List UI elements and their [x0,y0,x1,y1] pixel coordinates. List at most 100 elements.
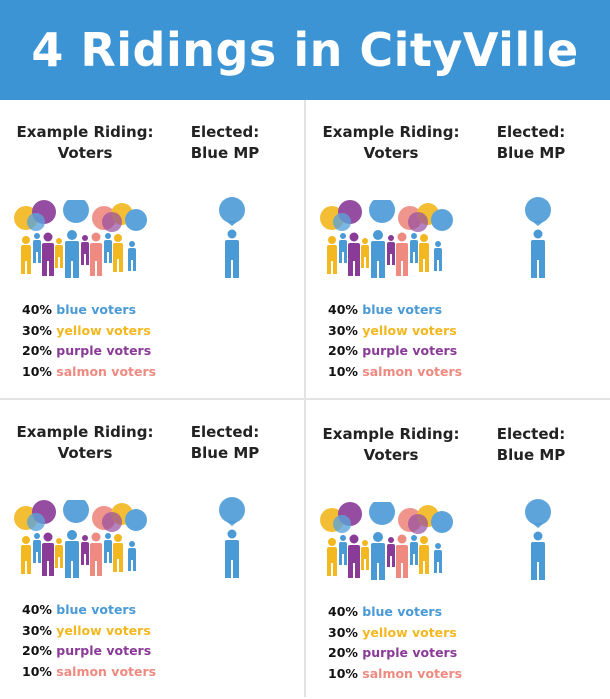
riding-panel: Example Riding: Voters Elected: Blue MP [306,402,606,699]
blue-speech-bubble-icon [333,213,351,231]
voter-crowd-illustration [320,200,453,278]
breakdown-label: salmon voters [56,663,157,679]
breakdown-percent: 10% [328,665,358,681]
breakdown-label: purple voters [362,645,458,661]
people-icons [327,230,442,278]
breakdown-percent: 40% [328,302,358,317]
breakdown-percent: 20% [328,645,358,661]
blue-speech-bubble-icon [63,500,89,523]
riding-heading-line1: Example Riding: [16,123,154,141]
breakdown-label: purple voters [56,643,152,659]
breakdown-label: purple voters [362,343,458,359]
riding-heading-line2: Voters [363,446,419,464]
people-icons [21,530,136,578]
voter-breakdown-list: 40% blue voters 30% yellow voters 20% purp… [328,300,462,382]
blue-speech-bubble-icon [27,513,45,531]
blue-speech-bubble-icon [125,209,147,231]
blue-speech-bubble-icon [333,515,351,533]
breakdown-label: salmon voters [362,665,463,681]
elected-heading-line1: Elected: [496,425,566,443]
voter-breakdown-list: 40% blue voters 30% yellow voters 20% purp… [328,602,462,684]
breakdown-label: blue voters [362,604,443,619]
elected-heading: Elected: Blue MP [180,422,270,464]
riding-heading-line2: Voters [57,444,113,462]
page-title: 4 Ridings in CityVille [31,23,579,77]
blue-speech-bubble-icon [63,200,89,223]
breakdown-label: blue voters [56,302,137,317]
riding-heading-line1: Example Riding: [322,123,460,141]
riding-heading-line1: Example Riding: [16,423,154,441]
breakdown-label: yellow voters [56,622,151,638]
breakdown-percent: 30% [328,322,358,338]
voter-crowd-illustration [14,500,147,578]
blue-speech-bubble-icon [369,502,395,525]
breakdown-row: 10% salmon voters [22,362,156,383]
riding-heading: Example Riding: Voters [311,122,471,164]
elected-heading-line1: Elected: [190,123,260,141]
breakdown-row: 20% purple voters [22,341,156,362]
breakdown-percent: 40% [328,604,358,619]
blue-speech-bubble-icon [125,509,147,531]
breakdown-label: yellow voters [362,624,457,640]
breakdown-percent: 10% [22,663,52,679]
riding-heading: Example Riding: Voters [5,122,165,164]
breakdown-percent: 30% [22,322,52,338]
breakdown-percent: 40% [22,302,52,317]
riding-heading-line1: Example Riding: [322,425,460,443]
elected-heading-line1: Elected: [190,423,260,441]
blue-mp-icon [219,497,245,578]
blue-speech-bubble-icon [27,213,45,231]
elected-heading-line1: Elected: [496,123,566,141]
voter-breakdown-list: 40% blue voters 30% yellow voters 20% purp… [22,300,156,382]
blue-mp-icon [219,197,245,278]
voter-crowd-illustration [14,200,147,278]
voter-crowd-illustration [320,502,453,580]
breakdown-row: 30% yellow voters [328,623,462,644]
blue-mp-icon [525,197,551,278]
breakdown-row: 20% purple voters [22,641,156,662]
breakdown-row: 30% yellow voters [22,321,156,342]
blue-mp-icon [525,499,551,580]
riding-heading-line2: Voters [57,144,113,162]
breakdown-row: 20% purple voters [328,643,462,664]
breakdown-label: yellow voters [362,322,457,338]
breakdown-row: 30% yellow voters [328,321,462,342]
elected-heading-line2: Blue MP [496,144,566,162]
riding-panel: Example Riding: Voters Elected: Blue MP [0,400,300,697]
breakdown-row: 40% blue voters [22,600,156,621]
breakdown-row: 40% blue voters [328,300,462,321]
riding-heading-line2: Voters [363,144,419,162]
breakdown-row: 10% salmon voters [22,662,156,683]
riding-heading: Example Riding: Voters [5,422,165,464]
breakdown-label: salmon voters [362,363,463,379]
purple-speech-bubble-icon [102,512,122,532]
voter-breakdown-list: 40% blue voters 30% yellow voters 20% purp… [22,600,156,682]
elected-heading: Elected: Blue MP [180,122,270,164]
people-icons [21,230,136,278]
blue-speech-bubble-icon [369,200,395,223]
riding-heading: Example Riding: Voters [311,424,471,466]
breakdown-label: salmon voters [56,363,157,379]
breakdown-percent: 30% [22,622,52,638]
title-banner: 4 Ridings in CityVille [0,0,610,100]
riding-panel: Example Riding: Voters Elected: Blue MP [306,100,606,397]
breakdown-percent: 30% [328,624,358,640]
breakdown-row: 10% salmon voters [328,362,462,383]
breakdown-label: blue voters [56,602,137,617]
elected-heading-line2: Blue MP [190,444,260,462]
blue-speech-bubble-icon [431,511,453,533]
breakdown-percent: 20% [22,643,52,659]
breakdown-row: 10% salmon voters [328,664,462,685]
breakdown-percent: 20% [328,343,358,359]
elected-heading: Elected: Blue MP [486,122,576,164]
breakdown-label: yellow voters [56,322,151,338]
breakdown-percent: 40% [22,602,52,617]
breakdown-row: 40% blue voters [328,602,462,623]
breakdown-percent: 20% [22,343,52,359]
riding-panel: Example Riding: Voters Elected: Blue MP [0,100,300,397]
purple-speech-bubble-icon [408,514,428,534]
breakdown-percent: 10% [328,363,358,379]
elected-heading-line2: Blue MP [190,144,260,162]
breakdown-row: 40% blue voters [22,300,156,321]
breakdown-percent: 10% [22,363,52,379]
